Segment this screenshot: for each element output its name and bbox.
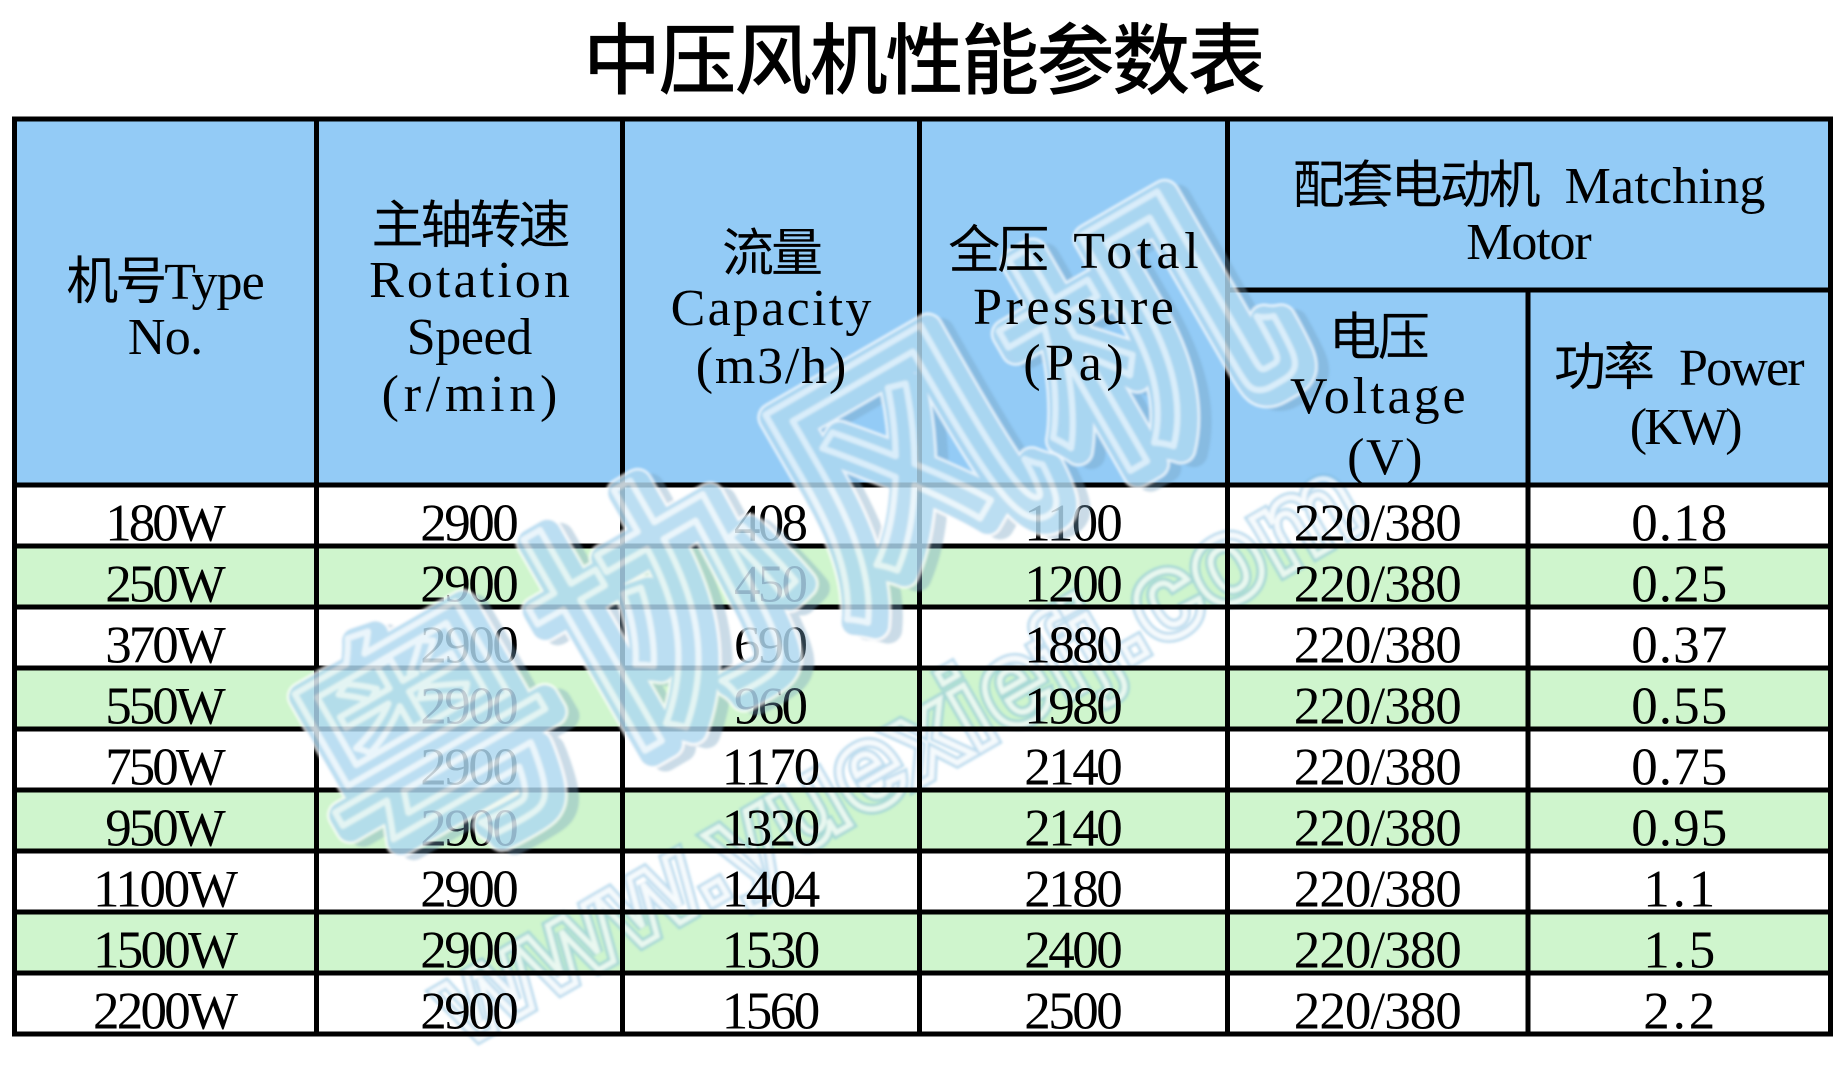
svg-text:2200W: 2200W	[93, 983, 238, 1041]
svg-text:1530: 1530	[722, 922, 821, 980]
svg-text:2500: 2500	[1024, 983, 1123, 1041]
svg-text:220/380: 220/380	[1294, 495, 1462, 553]
svg-text:950W: 950W	[105, 800, 226, 858]
svg-text:2900: 2900	[420, 495, 519, 553]
svg-text:220/380: 220/380	[1294, 556, 1462, 614]
svg-text:Matching: Matching	[1565, 158, 1766, 215]
svg-text:No.: No.	[128, 309, 203, 366]
svg-text:(KW): (KW)	[1630, 399, 1743, 456]
svg-text:1320: 1320	[722, 800, 821, 858]
svg-text:0.75: 0.75	[1631, 739, 1727, 797]
svg-text:(Pa): (Pa)	[1023, 335, 1123, 392]
svg-text:2140: 2140	[1024, 739, 1123, 797]
svg-text:550W: 550W	[105, 678, 226, 736]
svg-text:220/380: 220/380	[1294, 678, 1462, 736]
svg-text:750W: 750W	[105, 739, 226, 797]
svg-text:0.25: 0.25	[1631, 556, 1727, 614]
svg-text:Voltage: Voltage	[1290, 368, 1466, 425]
svg-text:Speed: Speed	[407, 309, 533, 366]
svg-text:0.95: 0.95	[1631, 800, 1727, 858]
svg-text:(m3/h): (m3/h)	[696, 338, 847, 395]
svg-text:1404: 1404	[722, 861, 821, 919]
svg-text:1560: 1560	[722, 983, 821, 1041]
svg-text:2900: 2900	[420, 983, 519, 1041]
svg-text:1100W: 1100W	[93, 861, 238, 919]
svg-text:1.1: 1.1	[1643, 861, 1715, 919]
svg-text:Type: Type	[164, 254, 264, 311]
svg-text:Capacity: Capacity	[671, 280, 872, 337]
svg-text:(r/min): (r/min)	[382, 366, 558, 423]
svg-text:0.37: 0.37	[1631, 617, 1727, 675]
svg-text:(V): (V)	[1347, 429, 1422, 486]
svg-text:2.2: 2.2	[1643, 983, 1715, 1041]
svg-text:220/380: 220/380	[1294, 617, 1462, 675]
svg-text:1880: 1880	[1024, 617, 1123, 675]
svg-text:1200: 1200	[1024, 556, 1123, 614]
svg-text:220/380: 220/380	[1294, 983, 1462, 1041]
svg-text:2900: 2900	[420, 922, 519, 980]
svg-text:Motor: Motor	[1466, 214, 1592, 271]
svg-text:180W: 180W	[105, 495, 226, 553]
svg-text:0.55: 0.55	[1631, 678, 1727, 736]
svg-text:2180: 2180	[1024, 861, 1123, 919]
svg-text:220/380: 220/380	[1294, 739, 1462, 797]
svg-text:1500W: 1500W	[93, 922, 238, 980]
svg-text:Rotation: Rotation	[369, 252, 570, 309]
svg-text:220/380: 220/380	[1294, 922, 1462, 980]
svg-text:2900: 2900	[420, 861, 519, 919]
svg-text:0.18: 0.18	[1631, 495, 1727, 553]
svg-text:220/380: 220/380	[1294, 861, 1462, 919]
svg-text:Power: Power	[1679, 340, 1805, 397]
svg-text:2400: 2400	[1024, 922, 1123, 980]
svg-text:1170: 1170	[722, 739, 821, 797]
svg-text:1.5: 1.5	[1643, 922, 1715, 980]
svg-text:250W: 250W	[105, 556, 226, 614]
svg-text:1980: 1980	[1024, 678, 1123, 736]
svg-text:2140: 2140	[1024, 800, 1123, 858]
svg-text:220/380: 220/380	[1294, 800, 1462, 858]
svg-text:370W: 370W	[105, 617, 226, 675]
